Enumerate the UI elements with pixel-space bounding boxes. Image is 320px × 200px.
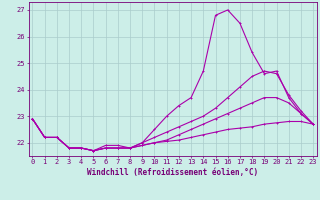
X-axis label: Windchill (Refroidissement éolien,°C): Windchill (Refroidissement éolien,°C) xyxy=(87,168,258,177)
